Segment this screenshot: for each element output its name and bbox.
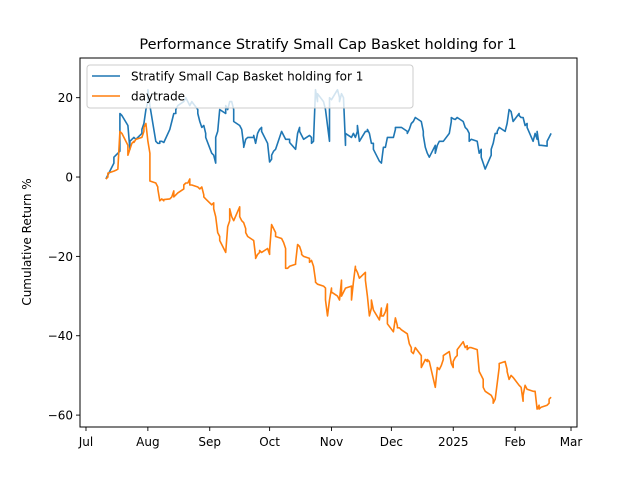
x-axis: Jul Aug Sep Oct Nov Dec 2025 Feb Mar: [78, 427, 583, 449]
x-tick-label: Mar: [560, 435, 583, 449]
y-axis: 20 0 −20 −40 −60: [48, 91, 80, 423]
x-tick-label: Jul: [78, 435, 93, 449]
x-tick-label: Feb: [504, 435, 525, 449]
legend-label-stratify: Stratify Small Cap Basket holding for 1: [131, 70, 363, 84]
x-tick-label: Nov: [320, 435, 343, 449]
legend: Stratify Small Cap Basket holding for 1 …: [86, 64, 414, 109]
y-axis-label: Cumulative Return %: [20, 178, 34, 305]
x-tick-label: Aug: [136, 435, 159, 449]
legend-label-daytrade: daytrade: [131, 90, 185, 104]
y-tick-label: −40: [48, 329, 73, 343]
y-tick-label: −60: [48, 409, 73, 423]
series-line-daytrade: [105, 122, 552, 410]
chart-title: Performance Stratify Small Cap Basket ho…: [139, 37, 516, 53]
x-tick-label: Dec: [380, 435, 403, 449]
y-tick-label: −20: [48, 250, 73, 264]
x-tick-label: 2025: [438, 435, 469, 449]
x-tick-label: Sep: [198, 435, 221, 449]
axes-frame: [79, 57, 578, 428]
y-tick-label: 0: [65, 171, 73, 185]
x-tick-label: Oct: [259, 435, 280, 449]
legend-box: [86, 64, 414, 109]
y-tick-label: 20: [58, 91, 73, 105]
